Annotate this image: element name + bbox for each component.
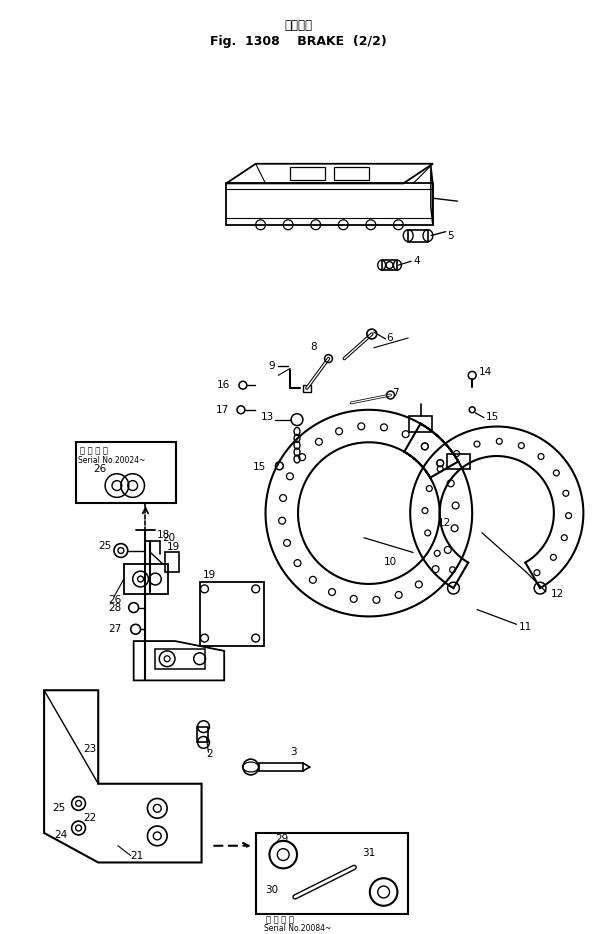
Text: 30: 30 bbox=[266, 885, 279, 895]
Bar bbox=[200, 582, 263, 646]
Bar bbox=[76, 443, 176, 503]
Text: 26: 26 bbox=[94, 464, 107, 474]
Bar bbox=[409, 416, 432, 432]
Bar bbox=[197, 727, 209, 743]
Bar bbox=[408, 230, 428, 242]
Bar bbox=[259, 763, 303, 771]
Text: 22: 22 bbox=[83, 814, 97, 823]
Bar bbox=[124, 564, 168, 594]
Bar bbox=[256, 833, 408, 913]
Bar bbox=[446, 454, 470, 469]
Text: ブレーキ: ブレーキ bbox=[284, 19, 312, 32]
Text: 15: 15 bbox=[253, 462, 266, 472]
Text: Serial No.20024~: Serial No.20024~ bbox=[77, 456, 145, 465]
Text: 26: 26 bbox=[108, 595, 122, 604]
Text: 9: 9 bbox=[268, 361, 275, 371]
Text: 14: 14 bbox=[479, 367, 492, 377]
Text: 24: 24 bbox=[54, 830, 67, 840]
Text: 15: 15 bbox=[486, 412, 499, 421]
Bar bbox=[334, 166, 369, 180]
Text: 5: 5 bbox=[448, 231, 454, 241]
Bar bbox=[165, 553, 179, 573]
Text: 28: 28 bbox=[108, 602, 122, 613]
Text: 2: 2 bbox=[206, 749, 213, 759]
Text: 27: 27 bbox=[108, 624, 122, 634]
Text: 適 用 号 機: 適 用 号 機 bbox=[266, 915, 293, 925]
Text: 7: 7 bbox=[393, 388, 399, 398]
Text: 25: 25 bbox=[98, 541, 111, 550]
Bar bbox=[303, 385, 311, 392]
Text: 12: 12 bbox=[551, 588, 564, 599]
Text: 18: 18 bbox=[157, 530, 170, 540]
Text: 4: 4 bbox=[413, 256, 420, 266]
Text: 21: 21 bbox=[131, 851, 144, 860]
Text: 20: 20 bbox=[162, 532, 175, 543]
Text: 16: 16 bbox=[218, 380, 231, 390]
Text: 17: 17 bbox=[215, 404, 229, 415]
Text: 31: 31 bbox=[362, 848, 375, 857]
Text: 12: 12 bbox=[437, 518, 451, 528]
Text: Fig.  1308    BRAKE  (2/2): Fig. 1308 BRAKE (2/2) bbox=[210, 35, 386, 48]
Text: 11: 11 bbox=[519, 622, 532, 632]
Text: 適 用 号 機: 適 用 号 機 bbox=[79, 446, 107, 455]
Text: 25: 25 bbox=[52, 803, 65, 814]
Text: 29: 29 bbox=[275, 834, 288, 843]
Text: 8: 8 bbox=[310, 342, 316, 352]
Bar bbox=[381, 261, 398, 270]
Text: 13: 13 bbox=[260, 412, 274, 421]
Text: Serial No.20084~: Serial No.20084~ bbox=[263, 925, 331, 933]
Bar bbox=[156, 649, 204, 669]
Text: 3: 3 bbox=[290, 747, 297, 757]
Text: 6: 6 bbox=[387, 333, 393, 343]
Text: 23: 23 bbox=[83, 744, 97, 755]
Bar bbox=[290, 166, 325, 180]
Text: 10: 10 bbox=[384, 558, 397, 567]
Text: 19: 19 bbox=[203, 570, 216, 580]
Text: 19: 19 bbox=[167, 542, 181, 552]
